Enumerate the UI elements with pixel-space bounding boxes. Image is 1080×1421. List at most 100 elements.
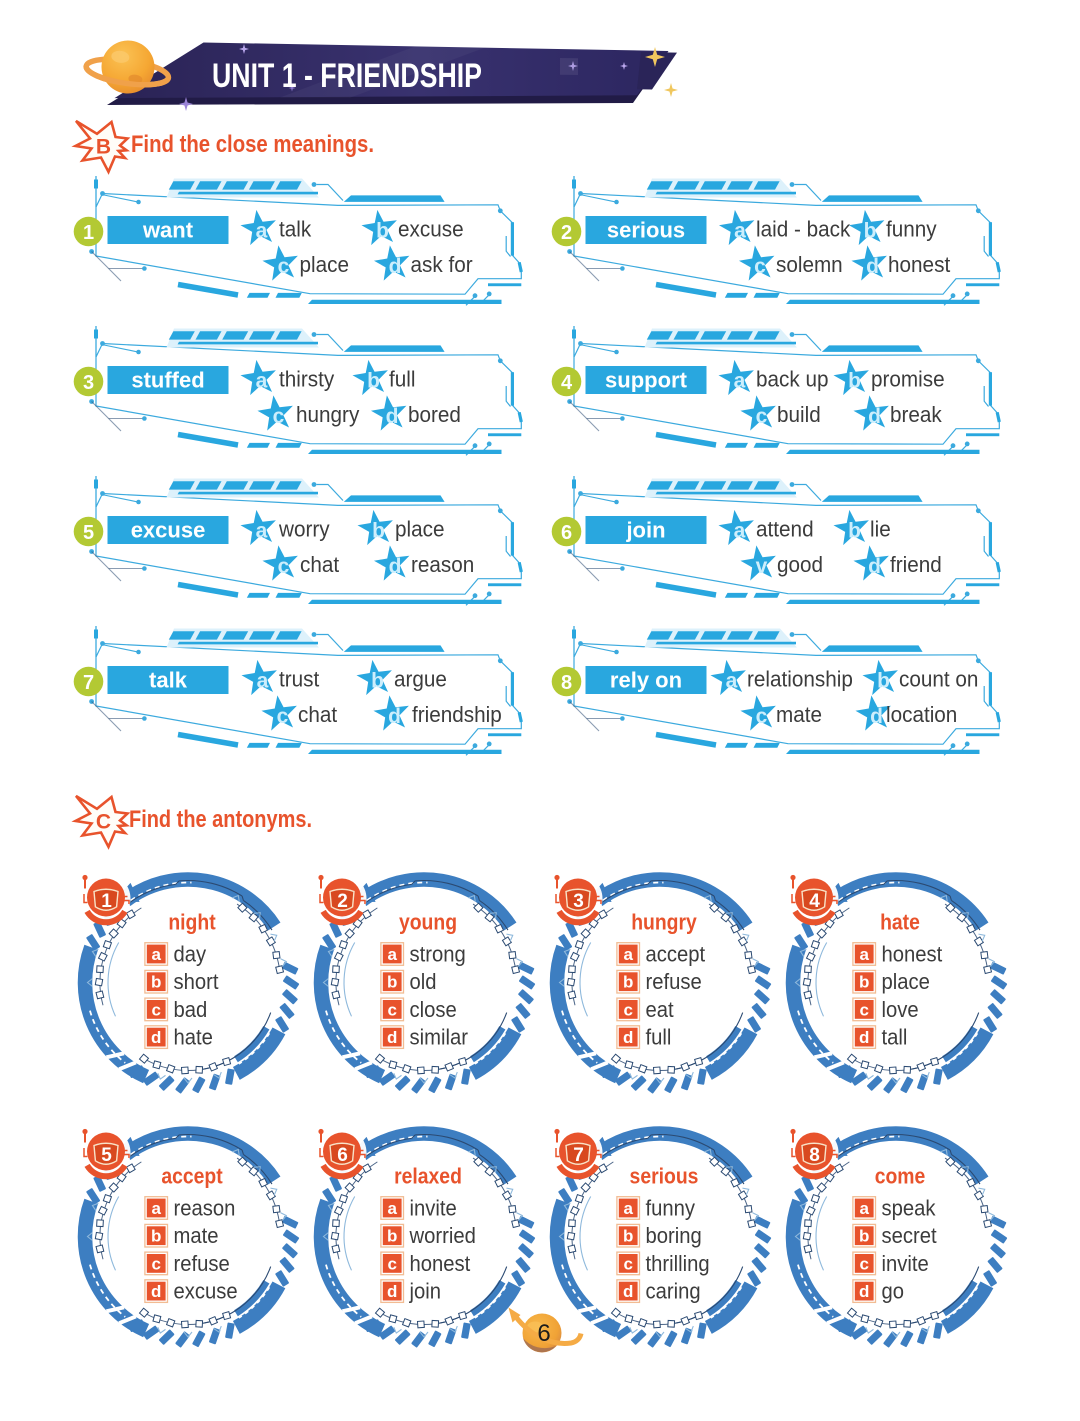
svg-text:d: d <box>389 255 402 278</box>
svg-text:6: 6 <box>537 1320 550 1347</box>
svg-text:talk: talk <box>149 668 188 693</box>
svg-text:hate: hate <box>880 910 920 935</box>
svg-text:night: night <box>168 910 216 935</box>
svg-text:tall: tall <box>882 1025 908 1050</box>
svg-text:c: c <box>273 405 285 428</box>
svg-text:support: support <box>605 368 688 393</box>
svg-text:b: b <box>859 1227 869 1246</box>
svg-text:b: b <box>877 670 890 693</box>
svg-text:reason: reason <box>174 1196 236 1221</box>
svg-text:c: c <box>387 1254 396 1273</box>
svg-text:b: b <box>387 1227 397 1246</box>
svg-text:rely on: rely on <box>610 668 682 693</box>
svg-text:4: 4 <box>809 891 820 912</box>
svg-text:excuse: excuse <box>398 217 464 242</box>
svg-text:a: a <box>859 945 869 964</box>
svg-text:C: C <box>96 811 111 834</box>
svg-text:boring: boring <box>646 1223 702 1248</box>
svg-text:b: b <box>864 220 877 243</box>
svg-text:refuse: refuse <box>174 1251 230 1276</box>
svg-text:a: a <box>256 220 268 243</box>
svg-text:worry: worry <box>278 517 330 542</box>
svg-text:a: a <box>734 220 746 243</box>
svg-text:2: 2 <box>561 222 572 244</box>
svg-text:c: c <box>278 255 290 278</box>
svg-text:v: v <box>756 555 768 578</box>
svg-text:5: 5 <box>83 522 94 544</box>
svg-text:d: d <box>623 1028 633 1047</box>
svg-text:c: c <box>859 1254 868 1273</box>
svg-text:b: b <box>848 520 861 543</box>
svg-text:relationship: relationship <box>747 667 853 692</box>
svg-text:c: c <box>278 555 290 578</box>
svg-text:mate: mate <box>776 702 822 727</box>
svg-text:a: a <box>257 670 269 693</box>
svg-text:excuse: excuse <box>131 518 206 543</box>
svg-text:promise: promise <box>871 367 945 392</box>
svg-text:hate: hate <box>174 1025 213 1050</box>
svg-text:ask for: ask for <box>411 252 474 277</box>
svg-text:d: d <box>859 1028 869 1047</box>
svg-text:trust: trust <box>279 667 320 692</box>
svg-text:want: want <box>142 218 194 243</box>
svg-text:b: b <box>371 670 384 693</box>
svg-text:1: 1 <box>101 891 112 912</box>
svg-text:d: d <box>623 1282 633 1301</box>
svg-text:c: c <box>756 405 768 428</box>
svg-text:invite: invite <box>882 1251 929 1276</box>
svg-text:d: d <box>868 555 881 578</box>
svg-text:lie: lie <box>870 517 891 542</box>
svg-text:place: place <box>395 517 445 542</box>
svg-text:strong: strong <box>410 942 466 967</box>
svg-text:hungry: hungry <box>631 910 697 935</box>
svg-text:d: d <box>388 705 401 728</box>
svg-text:b: b <box>372 520 385 543</box>
svg-text:a: a <box>387 945 397 964</box>
svg-text:hungry: hungry <box>296 402 360 427</box>
svg-text:funny: funny <box>886 217 937 242</box>
svg-text:full: full <box>646 1025 672 1050</box>
svg-text:UNIT 1 - FRIENDSHIP: UNIT 1 - FRIENDSHIP <box>212 57 482 95</box>
svg-text:build: build <box>777 402 821 427</box>
svg-text:honest: honest <box>888 252 951 277</box>
svg-text:chat: chat <box>298 702 338 727</box>
svg-text:b: b <box>387 973 397 992</box>
svg-text:c: c <box>623 1254 632 1273</box>
svg-text:d: d <box>868 405 881 428</box>
svg-text:a: a <box>623 945 633 964</box>
svg-text:love: love <box>882 997 919 1022</box>
svg-text:d: d <box>859 1282 869 1301</box>
svg-text:c: c <box>277 705 289 728</box>
svg-text:5: 5 <box>101 1145 112 1166</box>
svg-text:b: b <box>151 973 161 992</box>
svg-text:B: B <box>96 136 111 159</box>
svg-text:d: d <box>387 1028 397 1047</box>
svg-text:join: join <box>409 1279 441 1304</box>
svg-text:serious: serious <box>630 1164 699 1189</box>
svg-text:full: full <box>389 367 416 392</box>
svg-text:c: c <box>756 705 768 728</box>
svg-text:6: 6 <box>337 1145 348 1166</box>
svg-text:place: place <box>882 969 930 994</box>
svg-text:7: 7 <box>573 1145 584 1166</box>
svg-text:laid - back: laid - back <box>756 217 851 242</box>
svg-text:8: 8 <box>809 1145 820 1166</box>
svg-text:old: old <box>410 969 437 994</box>
svg-text:a: a <box>256 370 268 393</box>
svg-text:d: d <box>866 255 879 278</box>
svg-text:count on: count on <box>899 667 978 692</box>
svg-text:6: 6 <box>561 522 572 544</box>
svg-text:c: c <box>151 1000 160 1019</box>
svg-text:reason: reason <box>411 552 474 577</box>
svg-text:eat: eat <box>646 997 674 1022</box>
svg-text:refuse: refuse <box>646 969 702 994</box>
svg-text:close: close <box>410 997 457 1022</box>
svg-text:d: d <box>387 1282 397 1301</box>
svg-text:similar: similar <box>410 1025 469 1050</box>
svg-text:2: 2 <box>337 891 348 912</box>
svg-text:a: a <box>387 1199 397 1218</box>
svg-text:3: 3 <box>83 372 94 394</box>
svg-text:7: 7 <box>83 672 94 694</box>
svg-text:speak: speak <box>882 1196 937 1221</box>
svg-text:b: b <box>367 370 380 393</box>
